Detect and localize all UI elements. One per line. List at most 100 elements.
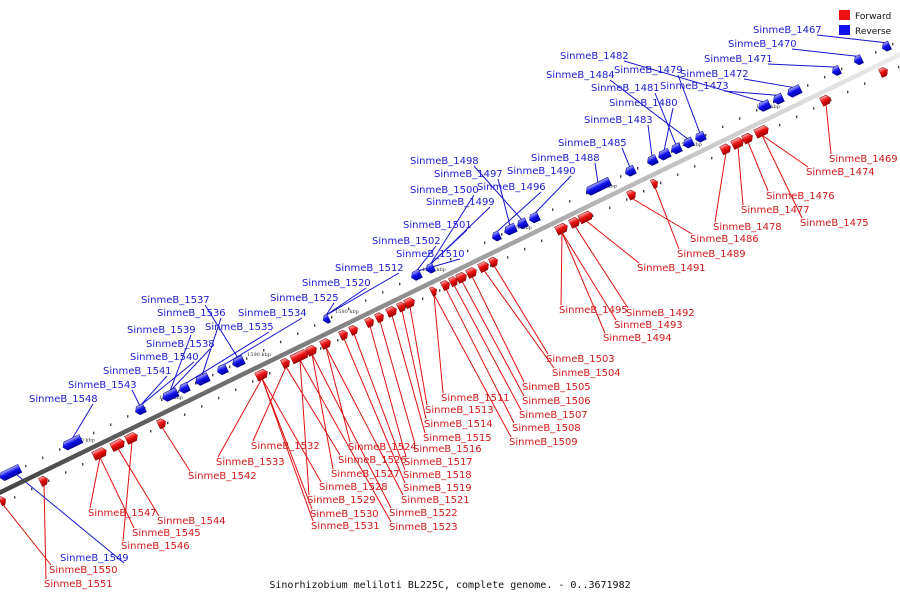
- reverse-gene-label[interactable]: SinmeB_1480: [609, 98, 678, 109]
- reverse-gene-label[interactable]: SinmeB_1488: [531, 153, 600, 164]
- forward-gene-label[interactable]: SinmeB_1477: [741, 205, 810, 216]
- reverse-gene-label[interactable]: SinmeB_1539: [127, 325, 196, 336]
- reverse-gene-label[interactable]: SinmeB_1502: [372, 236, 441, 247]
- forward-gene-label[interactable]: SinmeB_1519: [403, 483, 472, 494]
- forward-gene-label[interactable]: SinmeB_1523: [389, 522, 458, 533]
- forward-gene-label[interactable]: SinmeB_1547: [88, 508, 157, 519]
- reverse-gene-box: [135, 403, 147, 416]
- forward-gene-label[interactable]: SinmeB_1530: [310, 509, 379, 520]
- reverse-gene-label[interactable]: SinmeB_1482: [560, 51, 629, 62]
- forward-gene-label[interactable]: SinmeB_1533: [216, 457, 285, 468]
- forward-gene-label[interactable]: SinmeB_1492: [626, 308, 695, 319]
- reverse-gene-label[interactable]: SinmeB_1525: [270, 293, 339, 304]
- reverse-gene-label[interactable]: SinmeB_1467: [753, 25, 822, 36]
- forward-gene-label[interactable]: SinmeB_1531: [311, 521, 380, 532]
- tick-mark: [422, 297, 424, 301]
- reverse-gene-label[interactable]: SinmeB_1498: [410, 156, 479, 167]
- reverse-gene-label[interactable]: SinmeB_1512: [335, 263, 404, 274]
- forward-gene-label[interactable]: SinmeB_1507: [519, 410, 588, 421]
- reverse-gene-label[interactable]: SinmeB_1536: [157, 308, 226, 319]
- tick-mark: [643, 189, 645, 193]
- reverse-gene-label[interactable]: SinmeB_1497: [434, 169, 503, 180]
- tick-mark: [382, 291, 384, 294]
- reverse-gene-label[interactable]: SinmeB_1485: [558, 138, 627, 149]
- gene-arrow-shape: [280, 358, 290, 369]
- forward-gene-label[interactable]: SinmeB_1478: [713, 222, 782, 233]
- reverse-gene-label[interactable]: SinmeB_1470: [728, 39, 797, 50]
- forward-gene-label[interactable]: SinmeB_1542: [188, 471, 257, 482]
- reverse-gene-label[interactable]: SinmeB_1510: [396, 249, 465, 260]
- forward-gene-label[interactable]: SinmeB_1476: [766, 191, 835, 202]
- forward-gene-label[interactable]: SinmeB_1546: [121, 541, 190, 552]
- forward-gene-label[interactable]: SinmeB_1521: [401, 495, 470, 506]
- legend: Forward Reverse: [839, 10, 892, 37]
- forward-gene-box: [305, 344, 317, 357]
- forward-gene-label[interactable]: SinmeB_1515: [423, 433, 492, 444]
- forward-gene-label[interactable]: SinmeB_1493: [614, 320, 683, 331]
- reverse-gene-label[interactable]: SinmeB_1481: [591, 83, 660, 94]
- reverse-gene-label[interactable]: SinmeB_1473: [660, 81, 729, 92]
- reverse-gene-label[interactable]: SinmeB_1472: [680, 69, 749, 80]
- forward-gene-label[interactable]: SinmeB_1551: [44, 579, 113, 590]
- forward-gene-label[interactable]: SinmeB_1486: [690, 234, 759, 245]
- forward-gene-label[interactable]: SinmeB_1544: [157, 516, 226, 527]
- tick-mark: [365, 299, 367, 302]
- forward-gene-label[interactable]: SinmeB_1489: [677, 249, 746, 260]
- forward-gene-label[interactable]: SinmeB_1504: [552, 368, 621, 379]
- forward-gene-label[interactable]: SinmeB_1491: [637, 263, 706, 274]
- reverse-gene-label[interactable]: SinmeB_1490: [507, 166, 576, 177]
- reverse-gene-label[interactable]: SinmeB_1484: [546, 70, 615, 81]
- reverse-gene-label[interactable]: SinmeB_1520: [302, 278, 371, 289]
- forward-gene-label[interactable]: SinmeB_1545: [132, 528, 201, 539]
- forward-gene-label[interactable]: SinmeB_1495: [559, 305, 628, 316]
- forward-gene-label[interactable]: SinmeB_1474: [806, 167, 875, 178]
- tick-mark: [178, 390, 180, 393]
- reverse-gene-label[interactable]: SinmeB_1537: [141, 295, 210, 306]
- forward-gene-label[interactable]: SinmeB_1511: [441, 393, 510, 404]
- gene-arrow-shape: [586, 176, 612, 196]
- forward-gene-label[interactable]: SinmeB_1503: [546, 354, 615, 365]
- reverse-gene-label[interactable]: SinmeB_1549: [60, 553, 129, 564]
- forward-gene-label[interactable]: SinmeB_1529: [307, 495, 376, 506]
- forward-gene-label[interactable]: SinmeB_1514: [424, 419, 493, 430]
- reverse-gene-label[interactable]: SinmeB_1534: [238, 308, 307, 319]
- reverse-gene-box: [773, 92, 785, 105]
- forward-gene-label[interactable]: SinmeB_1508: [512, 423, 581, 434]
- forward-gene-label[interactable]: SinmeB_1505: [522, 382, 591, 393]
- forward-gene-label[interactable]: SinmeB_1517: [404, 457, 473, 468]
- reverse-gene-label[interactable]: SinmeB_1535: [205, 322, 274, 333]
- reverse-gene-label[interactable]: SinmeB_1471: [704, 54, 773, 65]
- forward-gene-label[interactable]: SinmeB_1506: [522, 396, 591, 407]
- forward-gene-label[interactable]: SinmeB_1532: [251, 441, 320, 452]
- reverse-gene-label[interactable]: SinmeB_1538: [146, 339, 215, 350]
- forward-leader-line: [353, 333, 406, 471]
- reverse-gene-label[interactable]: SinmeB_1501: [403, 220, 472, 231]
- forward-gene-label[interactable]: SinmeB_1526: [338, 455, 407, 466]
- reverse-gene-label[interactable]: SinmeB_1548: [29, 394, 98, 405]
- reverse-gene-label[interactable]: SinmeB_1499: [426, 197, 495, 208]
- forward-gene-box: [819, 94, 831, 107]
- forward-gene-label[interactable]: SinmeB_1527: [331, 469, 400, 480]
- reverse-gene-label[interactable]: SinmeB_1500: [410, 185, 479, 196]
- forward-gene-label[interactable]: SinmeB_1513: [425, 405, 494, 416]
- tick-mark: [694, 165, 696, 168]
- forward-gene-label[interactable]: SinmeB_1522: [389, 508, 458, 519]
- reverse-leader-line: [415, 258, 461, 273]
- forward-gene-label[interactable]: SinmeB_1475: [800, 218, 869, 229]
- forward-gene-label[interactable]: SinmeB_1516: [413, 444, 482, 455]
- reverse-gene-label[interactable]: SinmeB_1541: [103, 366, 172, 377]
- forward-gene-label[interactable]: SinmeB_1524: [348, 442, 417, 453]
- reverse-gene-label[interactable]: SinmeB_1543: [68, 380, 137, 391]
- forward-gene-label[interactable]: SinmeB_1528: [319, 482, 388, 493]
- reverse-gene-label[interactable]: SinmeB_1496: [477, 182, 546, 193]
- forward-gene-label[interactable]: SinmeB_1518: [403, 470, 472, 481]
- forward-gene-label[interactable]: SinmeB_1469: [829, 154, 898, 165]
- forward-gene-label[interactable]: SinmeB_1494: [603, 333, 672, 344]
- reverse-gene-label[interactable]: SinmeB_1483: [584, 115, 653, 126]
- gene-arrow-shape: [455, 271, 467, 284]
- forward-gene-label[interactable]: SinmeB_1550: [49, 565, 118, 576]
- reverse-gene-label[interactable]: SinmeB_1479: [614, 65, 683, 76]
- reverse-gene-label[interactable]: SinmeB_1540: [130, 352, 199, 363]
- forward-gene-label[interactable]: SinmeB_1509: [509, 437, 578, 448]
- gene-arrow-shape: [695, 130, 707, 143]
